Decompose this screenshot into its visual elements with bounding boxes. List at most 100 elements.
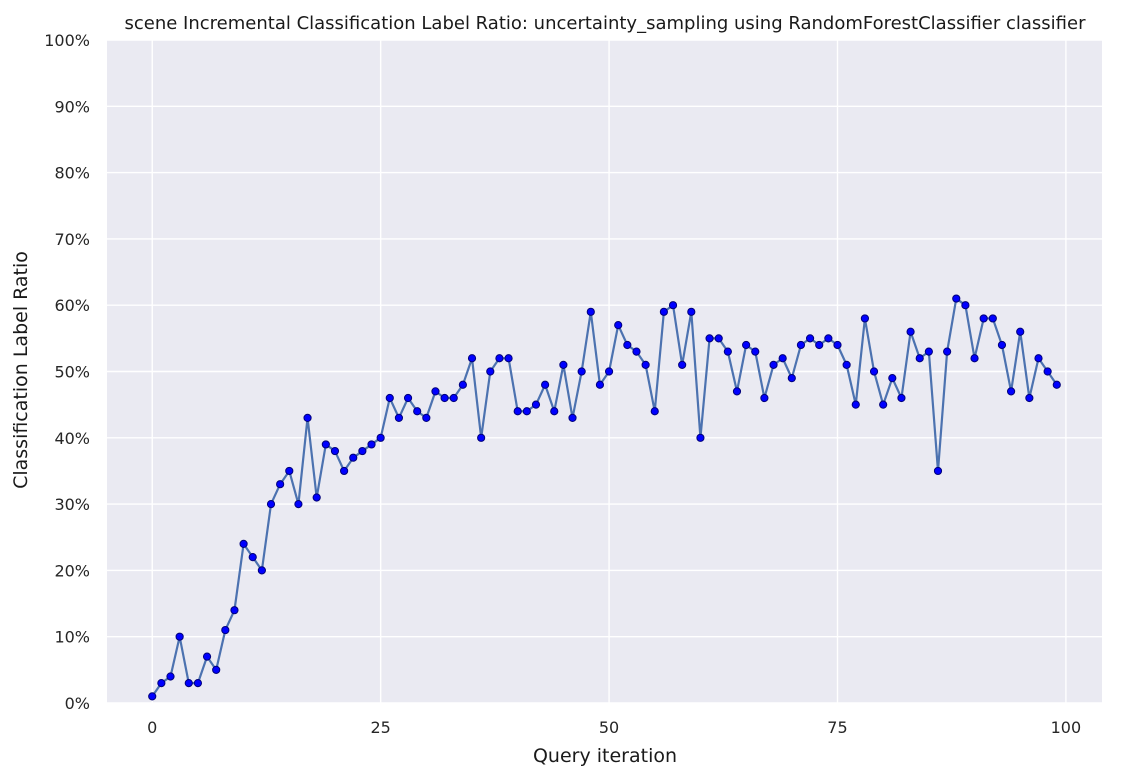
- data-point: [440, 393, 449, 403]
- chart-title: scene Incremental Classification Label R…: [125, 13, 1087, 34]
- data-point: [148, 692, 157, 701]
- data-point: [312, 493, 321, 502]
- data-point: [970, 354, 979, 363]
- data-point: [1006, 387, 1016, 396]
- data-point: [477, 433, 486, 442]
- data-point: [851, 400, 860, 409]
- data-point: [212, 665, 221, 674]
- data-point: [805, 334, 815, 343]
- data-point: [678, 360, 687, 369]
- series-line-layer: [151, 297, 1058, 697]
- data-point: [714, 334, 723, 343]
- data-point: [888, 374, 897, 383]
- data-point: [285, 466, 294, 476]
- data-point: [330, 446, 340, 456]
- data-point: [367, 440, 376, 449]
- y-tick-label: 50%: [54, 363, 90, 382]
- data-point: [760, 393, 769, 403]
- data-point: [230, 606, 239, 615]
- y-tick-label: 70%: [54, 230, 90, 249]
- data-point: [193, 679, 203, 688]
- data-point: [276, 480, 285, 489]
- data-point: [705, 334, 714, 343]
- data-point: [943, 347, 952, 356]
- data-point: [321, 440, 330, 449]
- data-point: [504, 354, 513, 363]
- data-point: [358, 446, 367, 456]
- y-axis-label: Classification Label Ratio: [10, 251, 32, 489]
- data-point: [614, 320, 623, 330]
- data-point: [467, 354, 477, 363]
- data-point: [385, 393, 394, 403]
- data-point: [550, 407, 559, 416]
- data-point: [869, 367, 879, 376]
- data-point: [166, 672, 175, 681]
- data-point: [1034, 354, 1043, 363]
- x-tick-label: 75: [827, 718, 847, 737]
- data-point: [778, 354, 787, 363]
- x-tick-label: 0: [147, 718, 157, 737]
- data-point: [833, 340, 842, 350]
- data-point: [486, 367, 495, 376]
- data-point: [659, 307, 668, 316]
- data-point: [248, 553, 257, 562]
- data-point: [915, 354, 924, 363]
- data-point: [531, 400, 541, 409]
- data-point: [879, 400, 888, 409]
- data-point: [513, 407, 522, 416]
- data-point: [202, 652, 212, 661]
- data-point: [769, 360, 778, 369]
- data-point: [559, 360, 568, 369]
- y-tick-label: 100%: [44, 31, 90, 50]
- data-point: [668, 301, 678, 310]
- data-point: [175, 632, 184, 641]
- data-point: [303, 413, 312, 423]
- data-point: [257, 566, 266, 575]
- data-point: [221, 625, 230, 635]
- y-tick-label: 10%: [54, 628, 90, 647]
- data-point: [650, 407, 659, 416]
- y-tick-label: 30%: [54, 495, 90, 514]
- data-point: [157, 679, 166, 688]
- data-point: [924, 347, 933, 356]
- data-point: [796, 340, 806, 350]
- data-point: [266, 500, 276, 509]
- data-point: [349, 453, 358, 462]
- data-point: [522, 407, 531, 416]
- data-point: [239, 539, 248, 548]
- data-point: [988, 314, 997, 323]
- data-point: [431, 387, 440, 396]
- data-point: [961, 301, 970, 310]
- data-point: [623, 340, 632, 350]
- data-point: [458, 380, 467, 389]
- x-tick-label: 50: [599, 718, 619, 737]
- data-point: [184, 679, 193, 688]
- data-point: [632, 347, 641, 356]
- data-point: [732, 387, 742, 396]
- data-point: [641, 360, 650, 369]
- data-point: [696, 433, 705, 442]
- data-point: [422, 413, 431, 423]
- data-point: [897, 393, 906, 403]
- data-point: [933, 466, 943, 476]
- data-point: [376, 433, 385, 442]
- data-point: [394, 413, 404, 423]
- data-point: [568, 413, 577, 423]
- data-point: [449, 393, 458, 403]
- y-tick-label: 20%: [54, 561, 90, 580]
- y-tick-label: 80%: [54, 164, 90, 183]
- x-tick-label: 100: [1051, 718, 1082, 737]
- data-point: [1052, 380, 1061, 389]
- y-tick-label: 40%: [54, 429, 90, 448]
- data-point: [751, 347, 760, 356]
- data-point: [1016, 327, 1025, 336]
- data-point: [787, 374, 796, 383]
- data-point: [541, 380, 550, 389]
- data-point: [604, 367, 614, 376]
- data-point: [1025, 393, 1034, 403]
- data-point: [495, 354, 504, 363]
- data-point: [824, 334, 833, 343]
- tick-labels: 0% 10% 20% 30% 40% 50% 60% 70% 80% 90% 100% 0 25 50 75…: [44, 31, 1081, 737]
- y-tick-label: 60%: [54, 296, 90, 315]
